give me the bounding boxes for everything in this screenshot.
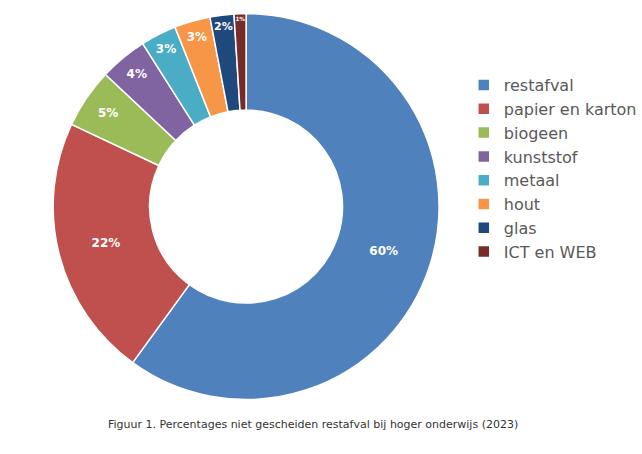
- svg-text:22%: 22%: [92, 236, 121, 250]
- svg-text:restafval: restafval: [504, 76, 574, 95]
- svg-text:Figuur 1. Percentages niet ges: Figuur 1. Percentages niet gescheiden re…: [108, 418, 518, 431]
- svg-text:60%: 60%: [369, 244, 398, 258]
- svg-text:2%: 2%: [214, 20, 233, 33]
- svg-text:3%: 3%: [187, 30, 207, 44]
- svg-text:metaal: metaal: [504, 171, 560, 190]
- svg-text:5%: 5%: [98, 106, 118, 120]
- svg-text:papier en karton: papier en karton: [504, 100, 637, 119]
- svg-text:ICT en WEB: ICT en WEB: [504, 243, 597, 262]
- svg-text:3%: 3%: [156, 42, 176, 56]
- svg-text:biogeen: biogeen: [504, 124, 568, 143]
- svg-text:hout: hout: [504, 195, 540, 214]
- svg-text:1%: 1%: [235, 16, 245, 22]
- svg-text:4%: 4%: [127, 67, 147, 81]
- svg-text:glas: glas: [504, 219, 537, 238]
- svg-text:kunststof: kunststof: [504, 148, 578, 167]
